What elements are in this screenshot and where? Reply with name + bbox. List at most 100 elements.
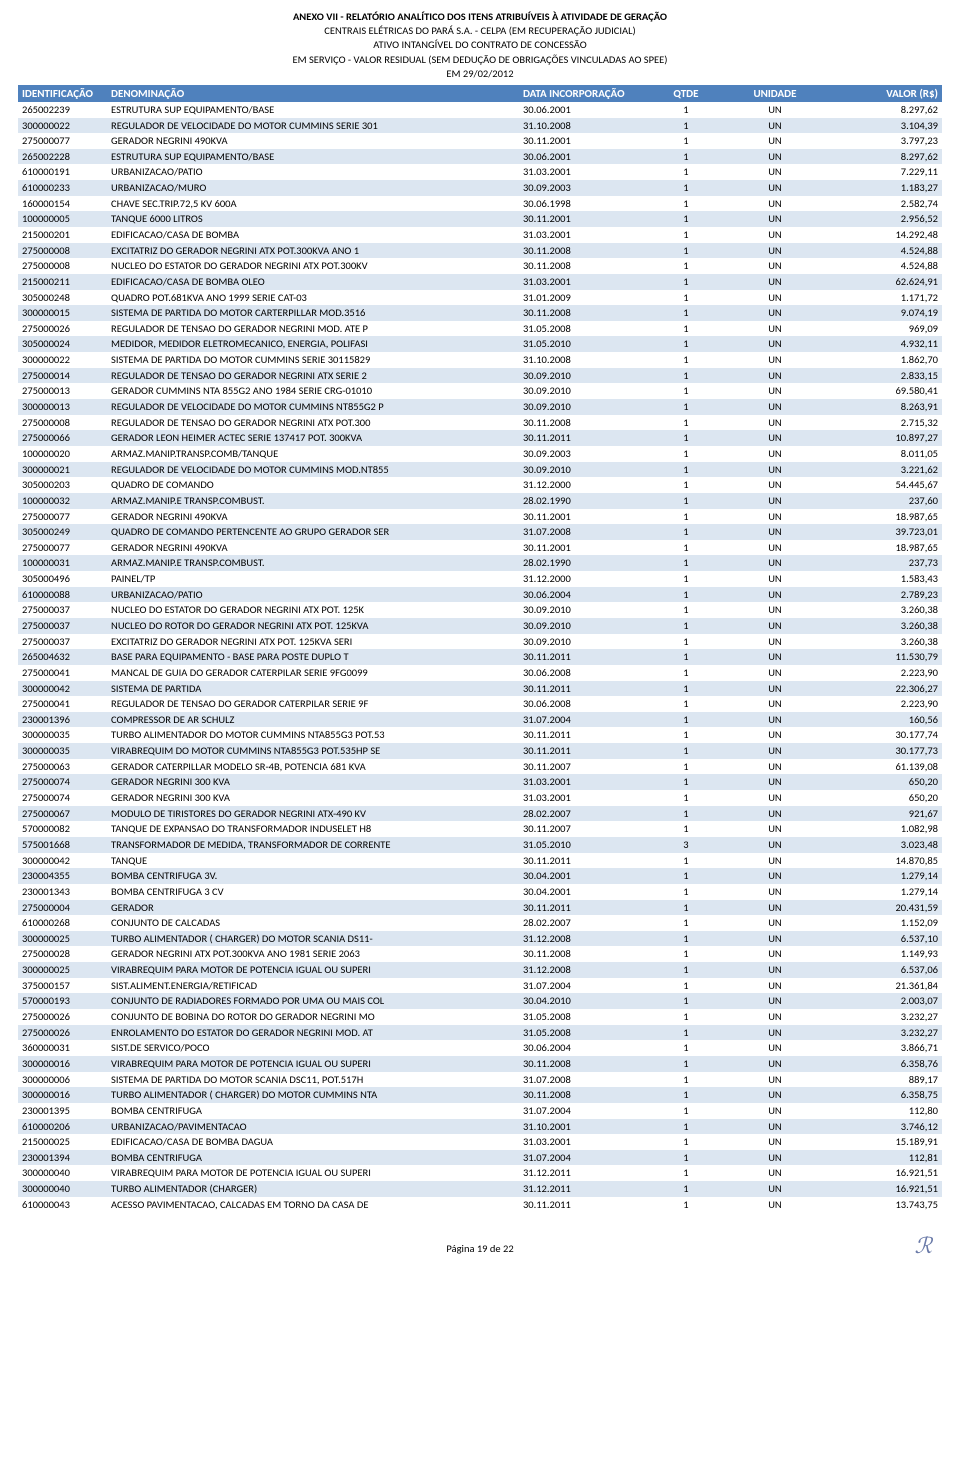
table-row: 275000037EXCITATRIZ DO GERADOR NEGRINI A… xyxy=(18,634,942,650)
table-cell: 300000021 xyxy=(18,462,107,478)
table-row: 375000157SIST.ALIMENT.ENERGIA/RETIFICAD3… xyxy=(18,978,942,994)
table-cell: UN xyxy=(719,290,830,306)
table-row: 300000016VIRABREQUIM PARA MOTOR DE POTEN… xyxy=(18,1056,942,1072)
table-cell: 30.11.2001 xyxy=(519,133,653,149)
table-row: 230001396COMPRESSOR DE AR SCHULZ31.07.20… xyxy=(18,712,942,728)
table-cell: 1 xyxy=(653,462,720,478)
table-cell: 360000031 xyxy=(18,1040,107,1056)
data-table: IDENTIFICAÇÃO DENOMINAÇÃO DATA INCORPORA… xyxy=(18,85,942,1212)
table-cell: 265002239 xyxy=(18,102,107,118)
table-cell: 275000037 xyxy=(18,618,107,634)
col-qtde: QTDE xyxy=(653,85,720,102)
table-cell: 6.537,10 xyxy=(831,931,942,947)
table-row: 300000035VIRABREQUIM DO MOTOR CUMMINS NT… xyxy=(18,743,942,759)
table-row: 265002228ESTRUTURA SUP EQUIPAMENTO/BASE3… xyxy=(18,149,942,165)
table-cell: 3.797,23 xyxy=(831,133,942,149)
table-cell: 9.074,19 xyxy=(831,305,942,321)
table-cell: 1 xyxy=(653,853,720,869)
table-row: 610000233URBANIZACAO/MURO30.09.20031UN1.… xyxy=(18,180,942,196)
table-cell: 610000191 xyxy=(18,164,107,180)
table-cell: 1.279,14 xyxy=(831,868,942,884)
table-cell: 30.09.2010 xyxy=(519,634,653,650)
table-cell: UN xyxy=(719,493,830,509)
table-cell: 3.866,71 xyxy=(831,1040,942,1056)
header-line-1: ANEXO VII - RELATÓRIO ANALÍTICO DOS ITEN… xyxy=(18,10,942,24)
table-row: 275000077GERADOR NEGRINI 490KVA30.11.200… xyxy=(18,540,942,556)
table-cell: CONJUNTO DE BOBINA DO ROTOR DO GERADOR N… xyxy=(107,1009,519,1025)
table-cell: 16.921,51 xyxy=(831,1165,942,1181)
table-cell: 215000211 xyxy=(18,274,107,290)
table-cell: UN xyxy=(719,258,830,274)
table-cell: 28.02.1990 xyxy=(519,493,653,509)
table-cell: UN xyxy=(719,1150,830,1166)
col-valor: VALOR (R$) xyxy=(831,85,942,102)
table-cell: 570000082 xyxy=(18,821,107,837)
table-cell: UN xyxy=(719,1072,830,1088)
table-cell: UN xyxy=(719,399,830,415)
table-row: 300000025VIRABREQUIM PARA MOTOR DE POTEN… xyxy=(18,962,942,978)
table-cell: UN xyxy=(719,1103,830,1119)
table-row: 275000063GERADOR CATERPILLAR MODELO SR-4… xyxy=(18,759,942,775)
table-cell: 8.011,05 xyxy=(831,446,942,462)
table-cell: UN xyxy=(719,180,830,196)
table-cell: 1 xyxy=(653,430,720,446)
table-cell: 2.833,15 xyxy=(831,368,942,384)
table-cell: 305000496 xyxy=(18,571,107,587)
table-cell: 31.10.2001 xyxy=(519,1119,653,1135)
table-row: 215000211EDIFICACAO/CASA DE BOMBA OLEO31… xyxy=(18,274,942,290)
table-row: 100000031ARMAZ.MANIP.E TRANSP.COMBUST.28… xyxy=(18,555,942,571)
table-cell: UN xyxy=(719,618,830,634)
table-cell: 300000022 xyxy=(18,352,107,368)
table-cell: QUADRO DE COMANDO xyxy=(107,477,519,493)
table-cell: 230001396 xyxy=(18,712,107,728)
table-cell: 300000040 xyxy=(18,1165,107,1181)
table-cell: 3.221,62 xyxy=(831,462,942,478)
table-cell: UN xyxy=(719,524,830,540)
table-cell: 275000037 xyxy=(18,602,107,618)
table-cell: 610000233 xyxy=(18,180,107,196)
table-cell: 30.11.2011 xyxy=(519,681,653,697)
table-cell: 1 xyxy=(653,368,720,384)
table-cell: GERADOR NEGRINI 300 KVA xyxy=(107,774,519,790)
table-cell: 28.02.1990 xyxy=(519,555,653,571)
table-row: 265004632BASE PARA EQUIPAMENTO - BASE PA… xyxy=(18,649,942,665)
table-cell: 275000014 xyxy=(18,368,107,384)
header-line-3: ATIVO INTANGÍVEL DO CONTRATO DE CONCESSÃ… xyxy=(18,38,942,52)
table-cell: 1.862,70 xyxy=(831,352,942,368)
table-row: 275000014REGULADOR DE TENSAO DO GERADOR … xyxy=(18,368,942,384)
table-cell: BOMBA CENTRIFUGA xyxy=(107,1103,519,1119)
table-row: 275000008REGULADOR DE TENSAO DO GERADOR … xyxy=(18,415,942,431)
table-cell: 30.09.2010 xyxy=(519,462,653,478)
table-cell: 31.12.2000 xyxy=(519,477,653,493)
table-cell: PAINEL/TP xyxy=(107,571,519,587)
table-row: 275000067MODULO DE TIRISTORES DO GERADOR… xyxy=(18,806,942,822)
table-cell: 30.09.2010 xyxy=(519,602,653,618)
table-cell: 1.149,93 xyxy=(831,946,942,962)
table-cell: 1 xyxy=(653,602,720,618)
table-row: 300000022SISTEMA DE PARTIDA DO MOTOR CUM… xyxy=(18,352,942,368)
table-cell: 1 xyxy=(653,712,720,728)
table-cell: 215000025 xyxy=(18,1134,107,1150)
table-cell: 2.582,74 xyxy=(831,196,942,212)
table-cell: UN xyxy=(719,430,830,446)
table-cell: 1 xyxy=(653,571,720,587)
table-row: 610000206URBANIZACAO/PAVIMENTACAO31.10.2… xyxy=(18,1119,942,1135)
table-cell: MODULO DE TIRISTORES DO GERADOR NEGRINI … xyxy=(107,806,519,822)
header-line-4: EM SERVIÇO - VALOR RESIDUAL (SEM DEDUÇÃO… xyxy=(18,53,942,67)
table-cell: 275000004 xyxy=(18,900,107,916)
table-cell: 1 xyxy=(653,868,720,884)
table-cell: 305000249 xyxy=(18,524,107,540)
table-row: 305000249QUADRO DE COMANDO PERTENCENTE A… xyxy=(18,524,942,540)
table-row: 300000025TURBO ALIMENTADOR ( CHARGER) DO… xyxy=(18,931,942,947)
table-cell: 14.870,85 xyxy=(831,853,942,869)
table-cell: 1 xyxy=(653,1181,720,1197)
table-row: 305000248QUADRO POT.681KVA ANO 1999 SERI… xyxy=(18,290,942,306)
table-cell: 610000206 xyxy=(18,1119,107,1135)
table-cell: 300000016 xyxy=(18,1056,107,1072)
table-cell: ARMAZ.MANIP.E TRANSP.COMBUST. xyxy=(107,493,519,509)
table-cell: VIRABREQUIM DO MOTOR CUMMINS NTA855G3 PO… xyxy=(107,743,519,759)
table-cell: 30.09.2003 xyxy=(519,180,653,196)
table-cell: 300000013 xyxy=(18,399,107,415)
table-cell: UN xyxy=(719,696,830,712)
table-cell: 31.03.2001 xyxy=(519,790,653,806)
